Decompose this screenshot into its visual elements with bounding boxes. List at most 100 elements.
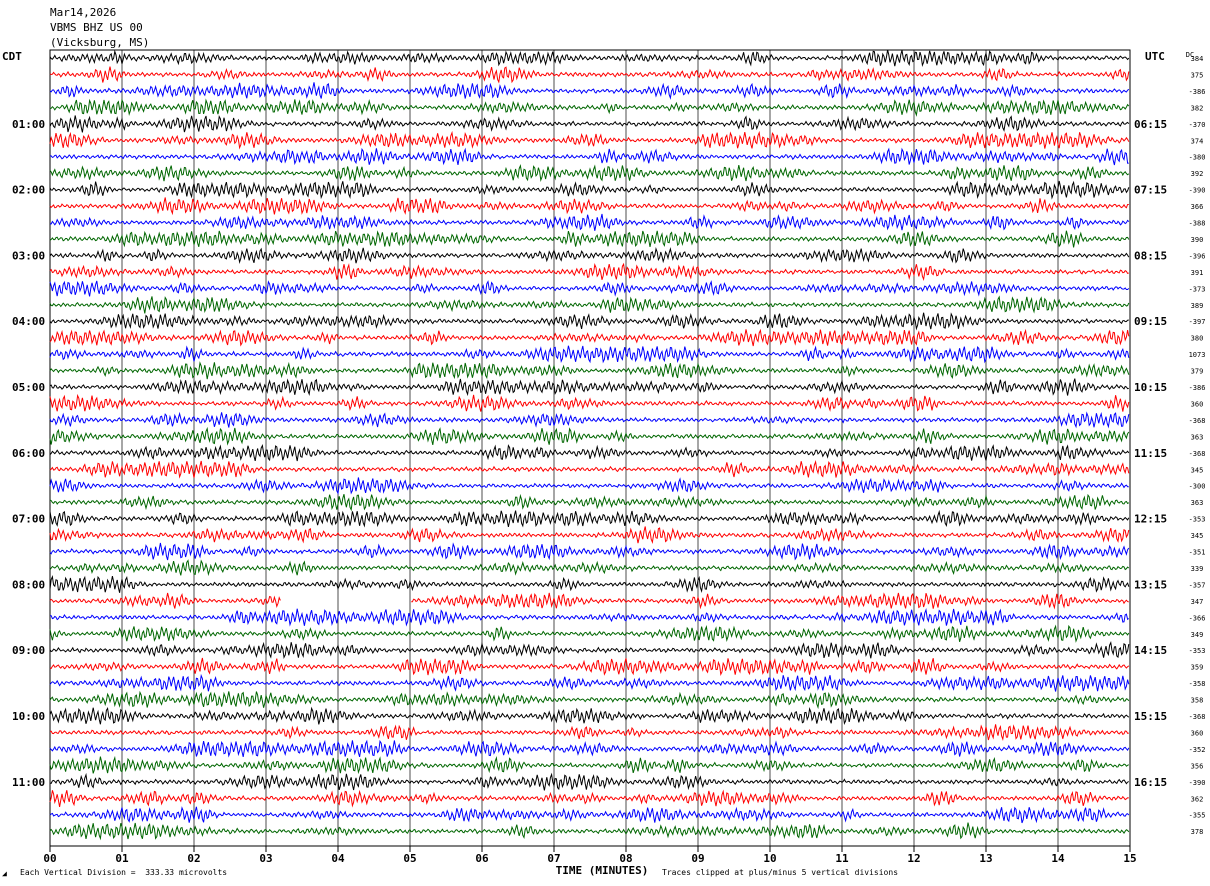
dc-offset-label: 389 (1191, 302, 1204, 310)
trace-line (49, 393, 1130, 412)
right-hour-label: 11:15 (1134, 447, 1167, 460)
x-tick-label: 03 (259, 852, 272, 865)
trace-line (49, 673, 1130, 692)
trace-line (49, 49, 1130, 68)
dc-offset-label: 358 (1191, 697, 1204, 705)
x-tick-label: 12 (907, 852, 920, 865)
dc-offset-label: -370 (1189, 121, 1206, 129)
scale-note: Each Vertical Division = 333.33 microvol… (20, 868, 228, 877)
trace-line (49, 230, 1130, 248)
dc-offset-label: -386 (1189, 384, 1206, 392)
dc-offset-label: -351 (1189, 549, 1206, 557)
dc-offset-label: -357 (1189, 581, 1206, 589)
dc-offset-label: -390 (1189, 187, 1206, 195)
date-label: Mar14,2026 (50, 6, 117, 19)
trace-line (49, 724, 1129, 742)
trace-line (49, 82, 1130, 100)
dc-offset-label: 349 (1191, 631, 1204, 639)
dc-offset-label: -390 (1189, 779, 1206, 787)
dc-offset-label: -353 (1189, 516, 1206, 524)
x-axis-title: TIME (MINUTES) (556, 864, 649, 877)
trace-line (49, 772, 1129, 791)
location-label: (Vicksburg, MS) (50, 36, 150, 49)
trace-line (49, 526, 1130, 545)
trace-line (49, 180, 1130, 200)
dc-offset-label: -368 (1189, 713, 1206, 721)
x-tick-label: 05 (403, 852, 416, 865)
dc-offset-label: -373 (1189, 285, 1206, 293)
left-hour-label: 03:00 (12, 249, 45, 262)
left-hour-label: 10:00 (12, 710, 45, 723)
dc-header: DC (1186, 51, 1194, 59)
trace-line (49, 657, 1130, 676)
dc-offset-label: 345 (1191, 532, 1204, 540)
dc-offset-label: -388 (1189, 220, 1206, 228)
right-hour-label: 07:15 (1134, 184, 1167, 197)
left-hour-label: 09:00 (12, 644, 45, 657)
dc-offset-label: 1073 (1189, 351, 1206, 359)
trace-line (49, 115, 1130, 133)
left-hour-label: 08:00 (12, 578, 45, 591)
right-hour-label: 13:15 (1134, 578, 1167, 591)
trace-line (49, 822, 1130, 841)
left-hour-label: 07:00 (12, 513, 45, 526)
left-hour-label: 04:00 (12, 315, 45, 328)
trace-line (49, 509, 1130, 528)
x-tick-label: 15 (1123, 852, 1136, 865)
trace-line (49, 542, 1130, 561)
dc-offset-label: 360 (1191, 729, 1204, 737)
right-hour-label: 06:15 (1134, 118, 1167, 131)
trace-line (49, 806, 1130, 824)
station-label: VBMS BHZ US 00 (50, 21, 143, 34)
trace-line (49, 197, 1129, 216)
right-hour-label: 10:15 (1134, 381, 1167, 394)
right-hour-label: 16:15 (1134, 776, 1167, 789)
trace-line (49, 295, 1130, 314)
dc-offset-label: -396 (1189, 252, 1206, 260)
dc-offset-label: 345 (1191, 466, 1204, 474)
trace-line (49, 411, 1130, 429)
trace-line (49, 328, 1130, 347)
trace-line (49, 575, 1130, 593)
trace-line (49, 493, 1130, 512)
x-tick-label: 14 (1051, 852, 1065, 865)
dc-offset-label: 339 (1191, 565, 1204, 573)
trace-line (49, 641, 1130, 660)
trace-line (49, 98, 1130, 117)
right-hour-label: 14:15 (1134, 644, 1167, 657)
x-tick-label: 00 (43, 852, 56, 865)
right-hour-label: 15:15 (1134, 710, 1167, 723)
dc-offset-label: 363 (1191, 499, 1204, 507)
trace-line (49, 444, 1130, 462)
left-hour-label: 06:00 (12, 447, 45, 460)
x-tick-label: 13 (979, 852, 992, 865)
trace-line (49, 361, 1130, 380)
dc-offset-label: 391 (1191, 269, 1204, 277)
trace-line (49, 163, 1130, 183)
x-tick-label: 01 (115, 852, 129, 865)
trace-line (49, 378, 1129, 397)
dc-offset-label: 363 (1191, 433, 1204, 441)
dc-offset-label: 375 (1191, 71, 1204, 79)
trace-line (49, 624, 1130, 643)
x-tick-label: 08 (619, 852, 632, 865)
x-tick-label: 04 (331, 852, 345, 865)
right-timezone-label: UTC (1145, 50, 1165, 63)
left-hour-label: 05:00 (12, 381, 45, 394)
trace-line (49, 607, 1130, 627)
dc-offset-label: -386 (1189, 88, 1206, 96)
dc-offset-label: -300 (1189, 483, 1206, 491)
trace-line (49, 426, 1130, 446)
trace-line (49, 706, 1130, 725)
dc-offset-label: -368 (1189, 450, 1206, 458)
trace-line (49, 213, 1130, 231)
trace-line (49, 559, 1130, 577)
dc-offset-label: 356 (1191, 762, 1204, 770)
x-tick-label: 07 (547, 852, 560, 865)
trace-line (49, 247, 1130, 264)
trace-line (49, 130, 1130, 150)
left-timezone-label: CDT (2, 50, 22, 63)
left-hour-label: 01:00 (12, 118, 45, 131)
trace-line (49, 280, 1130, 297)
dc-offset-label: 347 (1191, 598, 1204, 606)
